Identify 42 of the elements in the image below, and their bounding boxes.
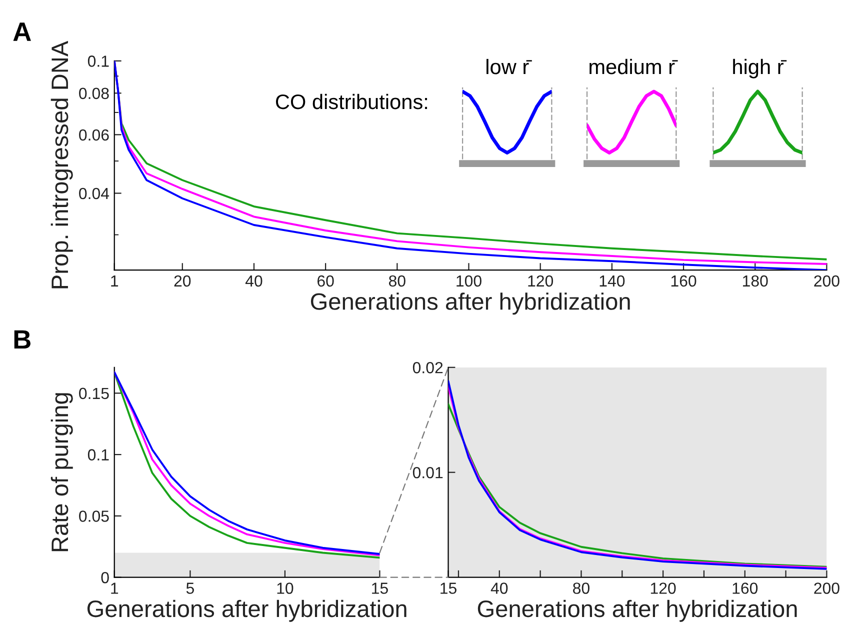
x-tick-label: 160 [732, 582, 758, 594]
x-tick-label: 200 [814, 275, 840, 287]
chart-title: medium r̄ [590, 58, 678, 74]
x-tick-label: 5 [186, 582, 194, 594]
y-tick-label: 0 [101, 572, 109, 584]
x-axis-title: Generations after hybridization [310, 292, 630, 315]
y-tick-label: 0.04 [79, 188, 110, 200]
x-tick-label: 180 [743, 275, 768, 287]
text: B [14, 330, 30, 349]
y-axis-title: Prop. introgressed DNA [50, 40, 73, 288]
y-tick-label: 0.01 [412, 466, 443, 478]
x-tick-label: 200 [814, 582, 840, 594]
x-tick-label: 60 [317, 275, 334, 287]
x-axis-title: Generations after hybridization [478, 600, 797, 622]
annotation: CO distributions: [276, 94, 428, 110]
x-tick-label: 10 [277, 582, 294, 594]
y-tick-label: 0.1 [88, 449, 109, 460]
chart-title: high r̄ [733, 58, 787, 78]
y-tick-label: 0.08 [79, 88, 109, 100]
x-tick-label: 140 [600, 275, 625, 287]
x-axis-title: Generations after hybridization [87, 600, 406, 622]
y-tick-label: 0.1 [88, 56, 109, 67]
x-tick-label: 160 [671, 275, 696, 287]
x-tick-label: 20 [174, 275, 191, 287]
x-tick-label: 120 [650, 582, 676, 594]
chart-title: low r̄ [486, 58, 532, 74]
y-axis-title: Rate of purging [50, 393, 73, 552]
y-tick-label: 0.05 [79, 510, 109, 522]
y-tick-label: 0.02 [412, 362, 443, 374]
y-tick-label: 0.06 [79, 129, 109, 141]
y-tick-label: 0.15 [79, 388, 109, 400]
x-tick-label: 80 [573, 582, 590, 594]
x-tick-label: 80 [388, 275, 406, 287]
x-tick-label: 120 [528, 275, 554, 287]
x-tick-label: 40 [245, 275, 262, 287]
x-tick-label: 15 [372, 582, 388, 594]
x-tick-label: 1 [111, 275, 118, 286]
x-tick-label: 100 [456, 275, 482, 287]
x-tick-label: 15 [440, 582, 456, 594]
text: A [13, 22, 31, 41]
x-tick-label: 40 [490, 582, 508, 594]
x-tick-label: 1 [111, 582, 118, 594]
